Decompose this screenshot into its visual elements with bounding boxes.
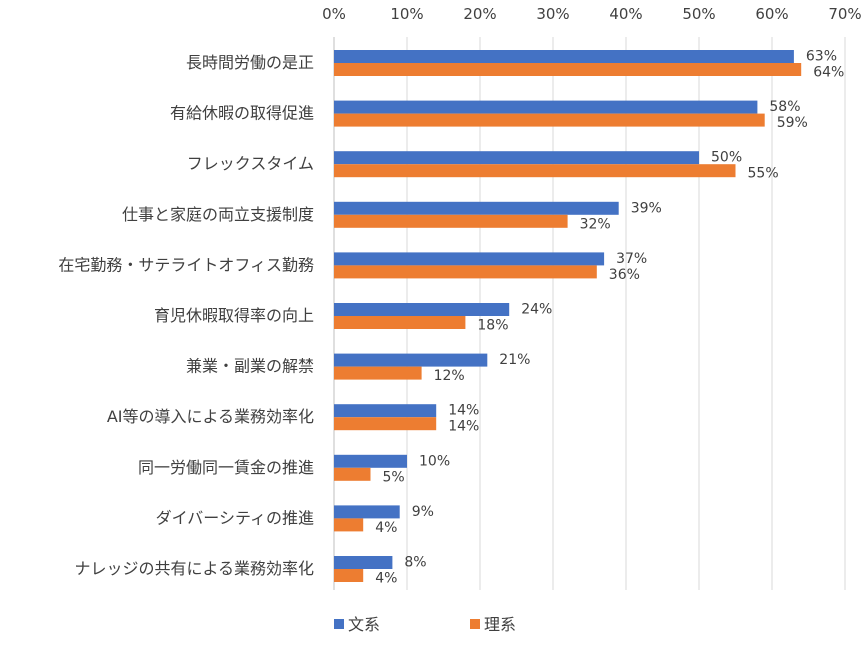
- bar-bunkei: [334, 454, 407, 468]
- category-label: AI等の導入による業務効率化: [107, 407, 314, 426]
- data-label: 55%: [748, 166, 779, 182]
- data-label: 21%: [499, 352, 530, 368]
- data-label: 8%: [404, 555, 426, 571]
- data-label: 50%: [711, 150, 742, 166]
- data-label: 32%: [580, 216, 611, 232]
- x-tick-label: 40%: [609, 5, 642, 23]
- category-label: 有給休暇の取得促進: [170, 104, 314, 123]
- data-label: 12%: [434, 368, 465, 384]
- data-label: 59%: [777, 115, 808, 131]
- data-label: 10%: [419, 453, 450, 469]
- legend-swatch: [470, 619, 480, 629]
- data-label: 18%: [477, 318, 508, 334]
- category-label: フレックスタイム: [187, 154, 314, 173]
- data-label: 64%: [813, 65, 844, 81]
- bar-rikei: [334, 467, 371, 481]
- category-label: 在宅勤務・サテライトオフィス勤務: [58, 255, 314, 274]
- category-label: 長時間労働の是正: [186, 53, 314, 72]
- category-label: 兼業・副業の解禁: [186, 357, 314, 376]
- data-label: 58%: [769, 99, 800, 115]
- x-axis-ticks: 0% 10% 20% 30% 40% 50% 60% 70%: [322, 5, 862, 23]
- legend-label: 理系: [484, 615, 516, 634]
- bar-bunkei: [334, 404, 437, 418]
- bar-bunkei: [334, 100, 758, 114]
- x-tick-label: 70%: [828, 5, 861, 23]
- bar-rikei: [334, 417, 437, 431]
- x-tick-label: 10%: [390, 5, 423, 23]
- bar-rikei: [334, 164, 736, 178]
- legend: 文系 理系: [334, 615, 516, 634]
- bar-rikei: [334, 316, 466, 329]
- bar-rikei: [334, 569, 364, 582]
- category-label: 育児休暇取得率の向上: [154, 306, 314, 325]
- legend-label: 文系: [348, 615, 380, 634]
- data-label: 14%: [448, 419, 479, 435]
- bar-bunkei: [334, 353, 488, 367]
- data-label: 9%: [412, 504, 434, 520]
- data-label: 24%: [521, 302, 552, 318]
- x-tick-label: 20%: [463, 5, 496, 23]
- bar-bunkei: [334, 252, 605, 266]
- bar-bunkei: [334, 556, 393, 569]
- data-label: 36%: [609, 267, 640, 283]
- bar-rikei: [334, 366, 422, 380]
- data-label: 4%: [375, 571, 397, 587]
- bar-bunkei: [334, 303, 510, 316]
- category-label: ダイバーシティの推進: [156, 508, 314, 527]
- data-label: 4%: [375, 520, 397, 536]
- bar-rikei: [334, 214, 568, 228]
- data-label: 39%: [631, 200, 662, 216]
- category-labels: 長時間労働の是正有給休暇の取得促進フレックスタイム仕事と家庭の両立支援制度在宅勤…: [58, 53, 314, 578]
- data-labels: 63%64% 58%59% 50% 55% 39% 32% 37%36% 24% 18% 21% 1…: [375, 49, 844, 587]
- x-tick-label: 50%: [682, 5, 715, 23]
- category-label: ナレッジの共有による業務効率化: [74, 559, 314, 578]
- data-label: 5%: [383, 469, 405, 485]
- bar-rikei: [334, 518, 364, 532]
- x-tick-label: 30%: [536, 5, 569, 23]
- category-label: 仕事と家庭の両立支援制度: [122, 205, 314, 224]
- category-label: 同一労働同一賃金の推進: [138, 458, 314, 477]
- bars: [334, 50, 802, 582]
- data-label: 14%: [448, 403, 479, 419]
- data-label: 37%: [616, 251, 647, 267]
- x-tick-label: 0%: [322, 5, 346, 23]
- bar-rikei: [334, 63, 802, 76]
- legend-swatch: [334, 619, 344, 629]
- bar-bunkei: [334, 505, 400, 519]
- bar-rikei: [334, 265, 597, 279]
- data-label: 63%: [806, 49, 837, 65]
- x-tick-label: 60%: [755, 5, 788, 23]
- bar-bunkei: [334, 50, 794, 63]
- bar-bunkei: [334, 151, 699, 165]
- bar-bunkei: [334, 201, 619, 215]
- bar-rikei: [334, 113, 765, 127]
